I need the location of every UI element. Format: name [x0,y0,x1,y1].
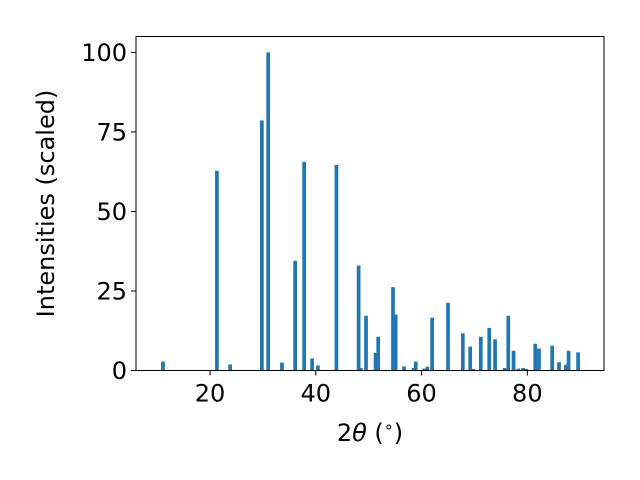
bar [576,352,580,371]
bar [468,346,473,371]
y-tick-label: 100 [81,39,127,67]
bar [391,287,395,371]
x-tick-label: 60 [406,380,437,408]
x-tick-label: 80 [512,380,543,408]
x-axis-label-theta: θ [352,419,367,447]
bar [471,368,476,371]
bar [564,364,568,371]
bar [516,368,521,371]
bar [293,260,298,371]
bar [280,362,284,371]
bar [393,314,398,371]
bars-group [161,52,580,371]
bar [478,336,483,371]
bar [413,361,418,371]
bar [266,52,271,371]
x-ticks-group: 20 40 60 80 [195,370,543,408]
bar [550,345,555,371]
bar [533,343,538,371]
bar [537,348,541,371]
x-axis-label-prefix: 2 [337,419,352,447]
bar [566,350,571,371]
bar [422,368,427,371]
bar [310,358,314,371]
bar [373,353,378,371]
bar [364,315,368,371]
y-tick-label: 25 [96,277,127,305]
bar [356,265,361,371]
bar [358,367,363,371]
x-tick-label: 20 [195,380,226,408]
y-axis-label: Intensities (scaled) [32,90,60,318]
bar [376,336,381,371]
y-tick-label: 50 [96,198,127,226]
bar [161,361,165,371]
bar [521,367,525,371]
bar [215,170,219,371]
bar [302,161,307,371]
bar [511,350,516,371]
bar [430,317,434,371]
bar [316,365,320,371]
bar [411,367,416,371]
y-tick-label: 75 [96,118,127,146]
bar [228,364,232,371]
x-axis-label-degree: ∘ [384,417,394,436]
plot-frame [135,36,605,371]
x-axis-label-open: ( [367,419,384,447]
x-axis-label: 2θ (∘) [337,417,403,447]
y-ticks-group: 0 25 50 75 100 [81,39,136,385]
bar [446,302,450,371]
bar [502,367,507,371]
bar [557,362,561,371]
bar [493,339,497,371]
bar [506,315,511,371]
bar [460,333,465,371]
bar [334,165,339,371]
y-tick-label: 0 [112,357,127,385]
bar [425,366,430,371]
x-axis-label-close: ) [394,419,403,447]
bar [260,120,264,371]
x-tick-label: 40 [301,380,332,408]
bar [487,327,492,371]
bar [524,368,529,371]
bar [402,366,406,371]
